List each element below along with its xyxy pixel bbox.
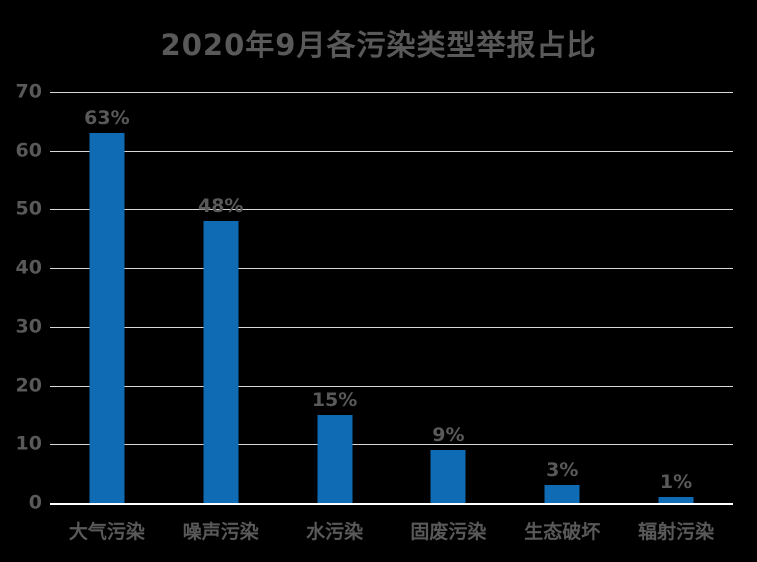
gridline: [50, 444, 733, 446]
bar-value-label: 63%: [84, 107, 130, 130]
bar-value-label: 9%: [432, 424, 465, 447]
gridline: [50, 150, 733, 152]
chart-title: 2020年9月各污染类型举报占比: [160, 28, 597, 62]
bar: [544, 485, 580, 503]
x-tick-label: 水污染: [306, 521, 364, 543]
bar-value-label: 3%: [546, 459, 579, 482]
bar-value-label: 1%: [659, 471, 693, 494]
plot-area: 63% 48% 15% 9% 3% 1%: [50, 92, 733, 505]
bar-column: 9%: [392, 92, 506, 503]
gridline: [50, 209, 733, 211]
gridline: [50, 268, 733, 270]
bar-column: 63%: [50, 92, 164, 503]
y-tick-label: 30: [15, 315, 42, 338]
y-tick-label: 50: [15, 197, 42, 220]
y-tick-label: 10: [15, 432, 42, 455]
y-tick-label: 60: [15, 139, 42, 162]
y-axis-labels: 0 10 20 30 40 50 60 70: [0, 82, 42, 512]
x-tick-label: 固废污染: [410, 521, 487, 543]
y-tick-label: 40: [15, 256, 42, 279]
bar: [89, 133, 125, 503]
bar-column: 3%: [505, 92, 619, 503]
bar: [317, 414, 353, 503]
bar: [203, 221, 239, 503]
x-tick-label: 生态破坏: [524, 521, 601, 543]
y-tick-label: 70: [15, 80, 42, 103]
bar-column: 1%: [619, 92, 733, 503]
bar-column: 15%: [278, 92, 392, 503]
gridline: [50, 385, 733, 387]
bar-value-label: 15%: [311, 388, 358, 411]
y-tick-label: 20: [15, 374, 42, 397]
bar-column: 48%: [164, 92, 278, 503]
x-tick-label: 大气污染: [68, 521, 145, 543]
x-tick-label: 噪声污染: [182, 521, 259, 543]
gridline: [50, 326, 733, 328]
gridline: [50, 92, 733, 93]
x-tick-label: 辐射污染: [638, 521, 715, 543]
bar: [658, 497, 694, 503]
bar: [430, 450, 466, 503]
x-axis-labels: 大气污染 噪声污染 水污染 固废污染 生态破坏 辐射污染: [50, 505, 733, 550]
y-tick-label: 0: [28, 491, 42, 514]
bar-value-label: 48%: [197, 195, 244, 218]
